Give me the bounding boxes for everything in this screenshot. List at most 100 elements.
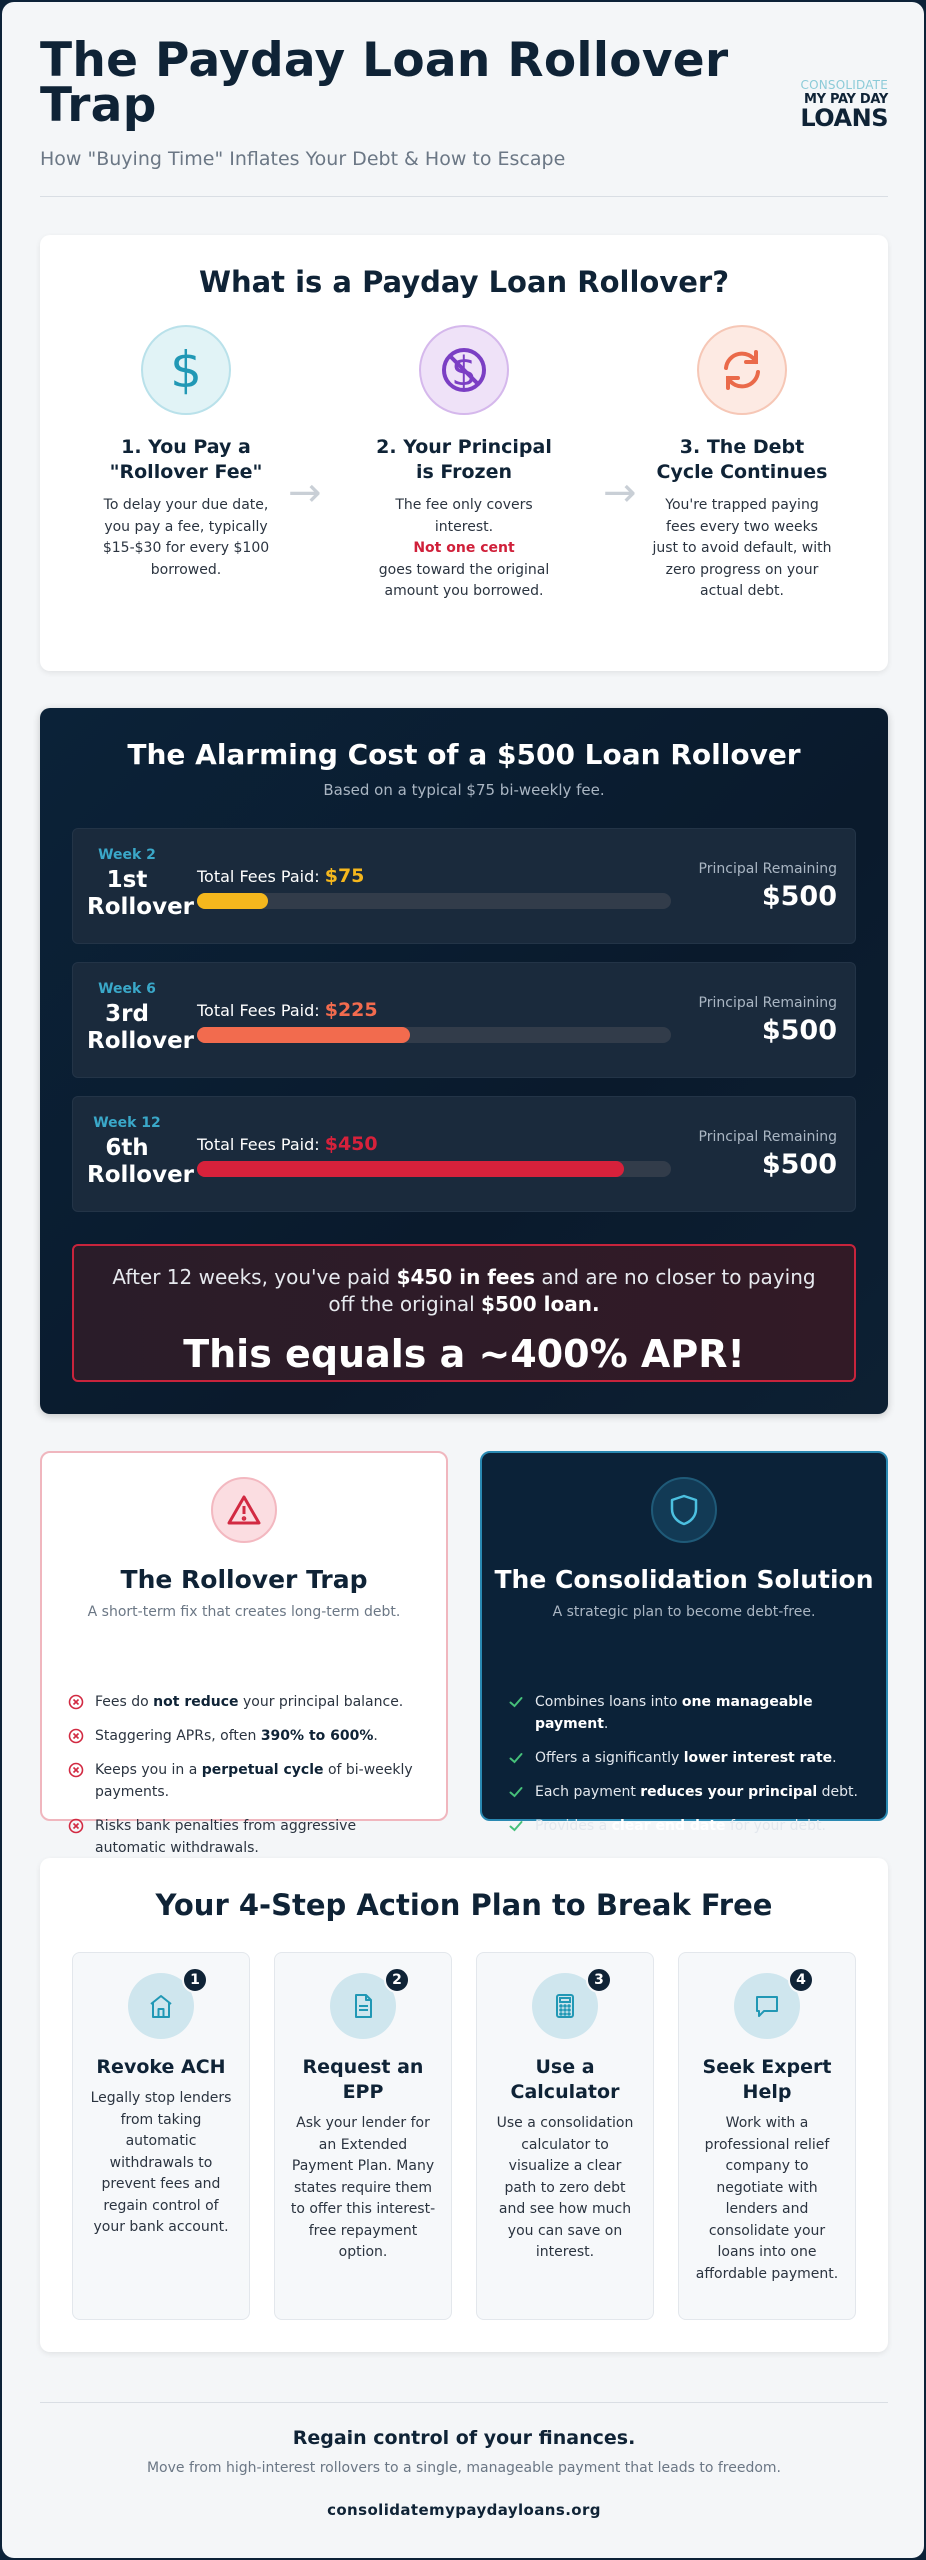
fees-progress-track [197, 893, 671, 909]
point-bold: not reduce [153, 1694, 239, 1710]
point-text: . [373, 1728, 378, 1744]
arrow-right-icon: → [603, 470, 637, 516]
point-text: Fees do [95, 1694, 154, 1710]
step-text-highlight: Not one cent [413, 540, 515, 556]
fees-value: $450 [324, 1133, 378, 1155]
principal-value: $500 [761, 1149, 837, 1180]
solution-point: Offers a significantly lower interest ra… [508, 1747, 858, 1769]
section-subheading: Based on a typical $75 bi-weekly fee. [323, 781, 605, 799]
logo-line-1: CONSOLIDATE [800, 78, 888, 92]
rollover-row: Week 12 6th Rollover Total Fees Paid: $4… [72, 1096, 856, 1212]
footer-text: Move from high-interest rollovers to a s… [146, 2460, 782, 2476]
trap-point: Risks bank penalties from aggressive aut… [68, 1815, 418, 1859]
logo-line-3: LOANS [800, 104, 888, 132]
fees-label: Total Fees Paid: [197, 1001, 320, 1020]
action-text: Use a consolidation calculator to visual… [496, 2115, 634, 2260]
section-heading: What is a Payday Loan Rollover? [198, 265, 730, 299]
principal-label: Principal Remaining [698, 861, 837, 877]
x-circle-icon [68, 1728, 84, 1744]
solution-point: Each payment reduces your principal debt… [508, 1781, 858, 1803]
svg-text:$: $ [170, 343, 202, 397]
step-text-part: goes toward the original amount you borr… [378, 561, 550, 600]
warning-text: After 12 weeks, you've paid $450 in fees… [98, 1264, 830, 1318]
card-title: The Consolidation Solution [494, 1565, 874, 1594]
point-text: for your debt. [725, 1818, 826, 1834]
action-step: 2 Request an EPP Ask your lender for an … [274, 1952, 452, 2320]
section-heading: The Alarming Cost of a $500 Loan Rollove… [127, 738, 801, 771]
week-label: Week 6 [98, 981, 156, 997]
principal-value: $500 [761, 881, 837, 912]
fees-value: $75 [324, 865, 365, 887]
step-title: 1. You Pay a "Rollover Fee" [109, 436, 263, 483]
step-text: The fee only covers interest. Not one cen… [374, 495, 554, 603]
divider [40, 196, 888, 197]
point-text: your principal balance. [238, 1694, 404, 1710]
dollar-icon: $ [141, 325, 231, 415]
point-bold: one manageable payment [535, 1694, 813, 1732]
step-number-badge: 3 [586, 1967, 612, 1993]
action-text: Work with a professional relief company … [695, 2115, 839, 2282]
card-subtitle: A strategic plan to become debt-free. [552, 1604, 816, 1620]
no-dollar-icon: $ [419, 325, 509, 415]
action-step: 3 Use a Calculator Use a consolidation c… [476, 1952, 654, 2320]
fees-progress-track [197, 1027, 671, 1043]
section-heading: Your 4-Step Action Plan to Break Free [155, 1888, 773, 1922]
rollover-step-3: 3. The Debt Cycle Continues You're trapp… [652, 325, 832, 603]
week-label: Week 2 [98, 847, 156, 863]
fees-value: $225 [324, 999, 378, 1021]
point-bold: lower interest rate [683, 1750, 833, 1766]
what-is-rollover-card: What is a Payday Loan Rollover? $ 1. You… [40, 235, 888, 671]
action-text: Ask your lender for an Extended Payment … [290, 2115, 436, 2260]
rollover-label: 3rd Rollover [87, 1001, 195, 1054]
fees-progress-fill [197, 1161, 624, 1177]
shield-icon [651, 1477, 717, 1543]
rollover-label: 6th Rollover [87, 1135, 195, 1188]
point-text: Keeps you in a [95, 1762, 202, 1778]
calculator-icon: 3 [532, 1967, 612, 2039]
action-step: 1 Revoke ACH Legally stop lenders from t… [72, 1952, 250, 2320]
fees-label: Total Fees Paid: [197, 867, 320, 886]
consolidation-solution-card: The Consolidation Solution A strategic p… [480, 1451, 888, 1834]
page-subtitle: How "Buying Time" Inflates Your Debt & H… [40, 148, 566, 170]
fees-paid: Total Fees Paid: $75 [197, 865, 364, 887]
point-text: of bi-weekly payments. [95, 1762, 413, 1800]
step-number-badge: 2 [384, 1967, 410, 1993]
warning-text-bold: $450 in fees [396, 1265, 536, 1289]
x-circle-icon [68, 1694, 84, 1710]
point-text: Combines loans into [535, 1694, 682, 1710]
point-text: debt. [817, 1784, 858, 1800]
point-text: Risks bank penalties from aggressive aut… [95, 1818, 357, 1856]
solution-point: Combines loans into one manageable payme… [508, 1691, 858, 1735]
principal-value: $500 [761, 1015, 837, 1046]
apr-warning-box: After 12 weeks, you've paid $450 in fees… [72, 1244, 856, 1382]
action-title: Use a Calculator [510, 2056, 620, 2103]
check-icon [509, 1753, 523, 1764]
arrow-right-icon: → [288, 470, 322, 516]
week-label: Week 12 [93, 1115, 161, 1131]
step-text: You're trapped paying fees every two wee… [652, 497, 832, 599]
point-text: Provides a [535, 1818, 612, 1834]
header: The Payday Loan Rollover Trap How "Buyin… [40, 33, 889, 170]
fees-paid: Total Fees Paid: $450 [197, 1133, 378, 1155]
action-title: Revoke ACH [96, 2056, 226, 2078]
principal-label: Principal Remaining [698, 995, 837, 1011]
point-text: Offers a significantly [535, 1750, 684, 1766]
step-text-part: The fee only covers interest. [395, 497, 533, 535]
rollover-label: 1st Rollover [87, 867, 195, 920]
warning-text-bold: $500 loan. [481, 1292, 600, 1316]
page-title: The Payday Loan Rollover Trap [40, 33, 729, 133]
step-number-badge: 4 [788, 1967, 814, 1993]
solution-point: Provides a clear end date for your debt. [508, 1815, 858, 1837]
fees-progress-track [197, 1161, 671, 1177]
card-title: The Rollover Trap [120, 1565, 368, 1594]
logo-line-2: MY PAY DAY [804, 92, 888, 107]
point-bold: perpetual cycle [201, 1762, 324, 1778]
rollover-cost-section: The Alarming Cost of a $500 Loan Rollove… [40, 708, 888, 1414]
action-step: 4 Seek Expert Help Work with a professio… [678, 1952, 856, 2320]
footer-url: consolidatemypaydayloans.org [327, 2501, 601, 2519]
action-plan-card: Your 4-Step Action Plan to Break Free 1 … [40, 1858, 888, 2352]
fees-progress-fill [197, 893, 269, 909]
divider [40, 2402, 888, 2403]
bank-icon: 1 [128, 1967, 208, 2039]
apr-callout: This equals a ~400% APR! [183, 1332, 745, 1376]
